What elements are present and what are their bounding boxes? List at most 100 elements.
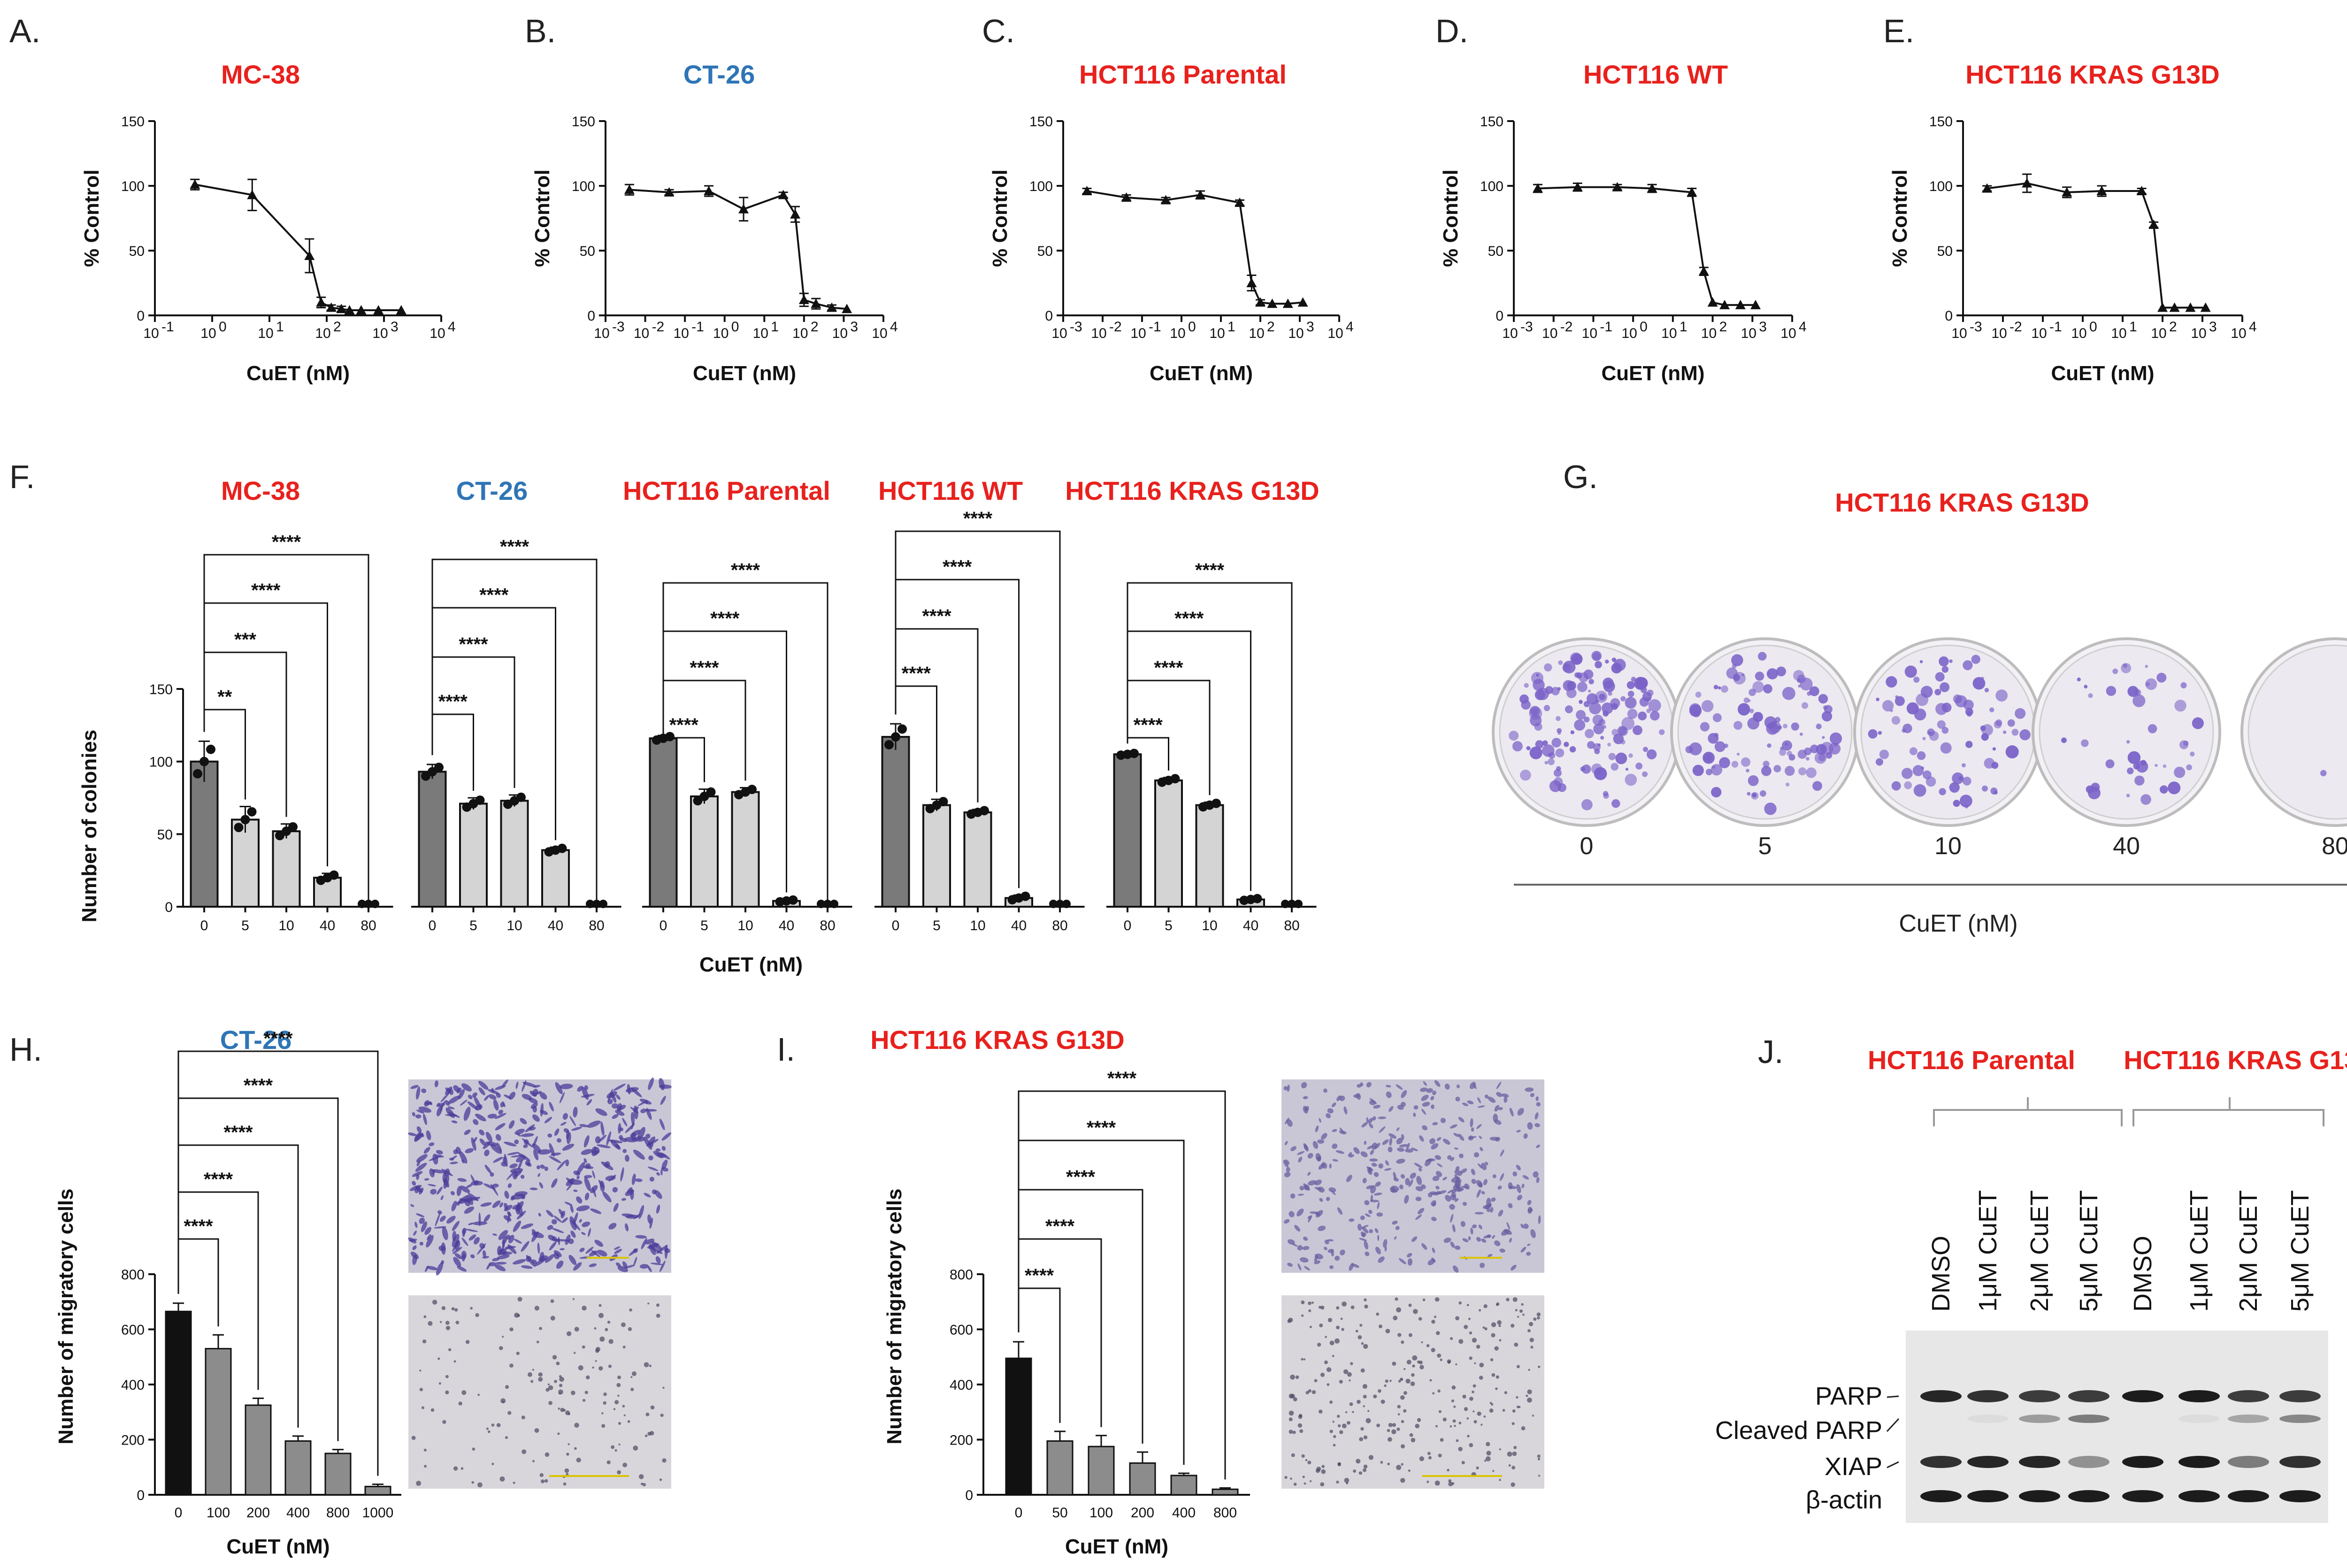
colony — [2145, 678, 2157, 690]
migrated-cell — [1400, 1444, 1405, 1449]
data-point — [1297, 297, 1308, 307]
data-point — [1267, 298, 1278, 308]
x-tick-exponent: -1 — [691, 319, 704, 335]
migrated-cell — [1522, 1175, 1529, 1180]
migrated-cell — [1473, 1410, 1475, 1413]
colony — [2168, 781, 2181, 795]
migrated-cell — [1298, 1415, 1303, 1419]
migrated-cell — [445, 1325, 451, 1331]
bar — [324, 1453, 352, 1496]
migrated-cell — [1377, 1235, 1380, 1241]
migrated-cell — [1473, 1384, 1476, 1388]
migrated-cell — [1476, 1124, 1482, 1129]
migrated-cell — [457, 1178, 467, 1182]
migrated-cell — [1283, 1086, 1288, 1091]
migrated-cell — [493, 1156, 503, 1163]
migrated-cell — [1421, 1109, 1427, 1115]
blot-row-label: β-actin — [1806, 1486, 1882, 1514]
migrated-cell — [464, 1129, 471, 1135]
migrated-cell — [453, 1360, 456, 1363]
protein-band — [2178, 1490, 2220, 1502]
migrated-cell — [1335, 1338, 1340, 1344]
colony — [1971, 655, 1980, 664]
migrated-cell — [1326, 1197, 1330, 1201]
colony — [1798, 767, 1807, 776]
colony — [1566, 688, 1577, 698]
x-tick-label: 40 — [320, 918, 335, 933]
colony — [2127, 686, 2139, 697]
migrated-cell — [1357, 1400, 1361, 1404]
migrated-cell — [1301, 1082, 1307, 1088]
migrated-cell — [1321, 1469, 1326, 1474]
migrated-cell — [500, 1249, 507, 1255]
migrated-cell — [656, 1303, 660, 1307]
migrated-cell — [662, 1386, 665, 1389]
bar — [284, 1440, 312, 1496]
migrated-cell — [452, 1234, 460, 1247]
migrated-cell — [520, 1118, 527, 1124]
replicate-dot — [586, 900, 594, 908]
migrated-cell — [1434, 1080, 1441, 1087]
significance-bracket — [662, 582, 828, 900]
migrated-cell — [582, 1399, 586, 1402]
migrated-cell — [549, 1241, 557, 1251]
migrated-cell — [633, 1149, 645, 1160]
migrated-cell — [1332, 1129, 1337, 1132]
migrated-cell — [650, 1262, 663, 1265]
protein-band — [2122, 1456, 2163, 1468]
migrated-cell — [461, 1390, 467, 1395]
data-point — [826, 302, 837, 312]
migrated-cell — [556, 1260, 564, 1269]
colony — [1650, 711, 1660, 721]
migrated-cell — [1336, 1306, 1340, 1310]
colony — [1567, 681, 1576, 690]
migrated-cell — [429, 1155, 442, 1161]
migrated-cell — [581, 1232, 586, 1235]
colony — [1752, 793, 1757, 798]
y-tick-label: 150 — [1929, 114, 1953, 130]
bar — [649, 737, 678, 908]
migrated-cell — [436, 1102, 440, 1107]
migrated-cell — [1364, 1240, 1368, 1250]
migrated-cell — [576, 1205, 590, 1211]
colony — [1642, 692, 1652, 702]
migrated-cell — [415, 1213, 425, 1217]
x-tick-label: 5 — [700, 918, 708, 933]
migrated-cell — [556, 1361, 560, 1366]
migrated-cell — [1312, 1390, 1316, 1394]
migrated-cell — [514, 1191, 528, 1197]
migrated-cell — [1365, 1213, 1371, 1217]
migrated-cell — [559, 1377, 564, 1382]
migrated-cell — [629, 1308, 632, 1312]
colony — [1638, 711, 1647, 721]
colony — [2007, 719, 2015, 727]
colony — [1824, 705, 1833, 714]
migrated-cell — [1358, 1335, 1362, 1339]
migrated-cell — [1452, 1224, 1456, 1232]
replicate-dot — [206, 744, 215, 754]
migrated-cell — [660, 1413, 664, 1417]
migrated-cell — [1494, 1240, 1501, 1247]
migrated-cell — [521, 1133, 534, 1137]
migrated-cell — [1287, 1262, 1293, 1267]
y-tick-label: 0 — [137, 308, 145, 324]
migrated-cell — [1355, 1330, 1358, 1333]
migrated-cell — [625, 1223, 629, 1231]
protein-band — [2228, 1415, 2269, 1423]
x-tick-exponent: 0 — [1188, 319, 1196, 335]
migrated-cell — [633, 1257, 637, 1266]
migrated-cell — [502, 1079, 508, 1087]
migrated-cell — [630, 1388, 634, 1392]
migrated-cell — [538, 1213, 541, 1217]
data-point — [396, 305, 407, 314]
migrated-cell — [494, 1113, 506, 1119]
migrated-cell — [496, 1093, 501, 1098]
migrated-cell — [487, 1430, 491, 1433]
x-tick-exponent: -2 — [2010, 319, 2022, 335]
migrated-cell — [505, 1385, 509, 1389]
colony — [1992, 747, 1996, 751]
migrated-cell — [1484, 1460, 1487, 1462]
migrated-cell — [461, 1237, 468, 1246]
colony — [1878, 731, 1882, 735]
